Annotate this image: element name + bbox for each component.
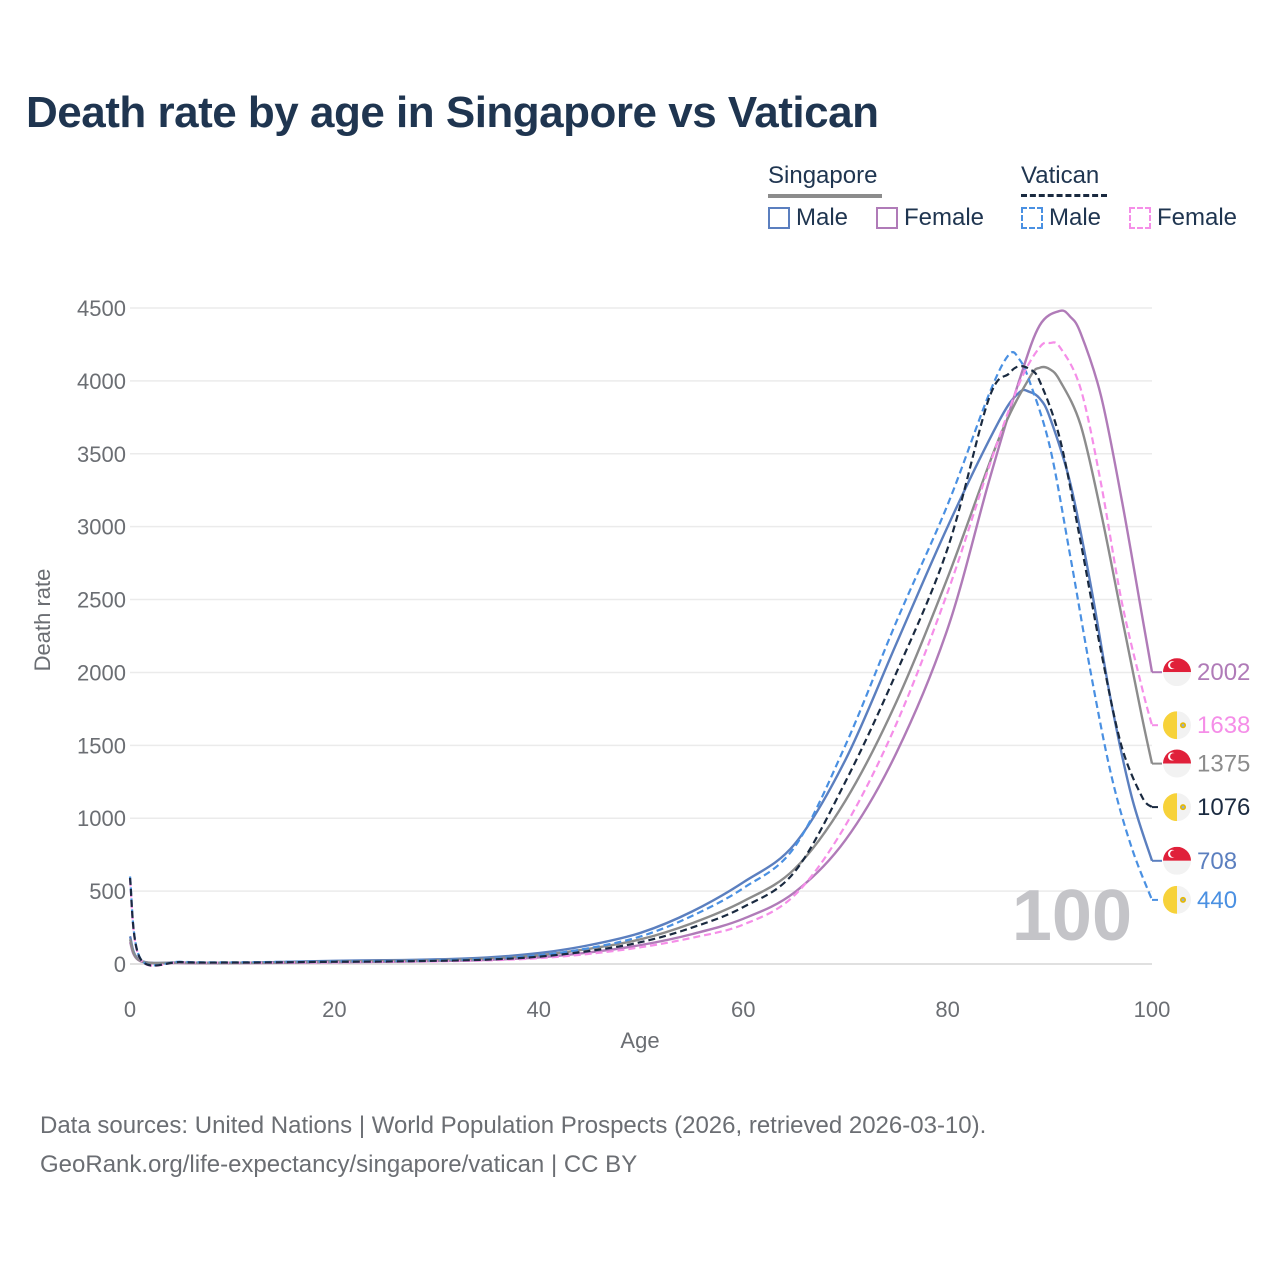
x-tick-label-40: 40 — [527, 997, 551, 1022]
singapore-flag-icon — [1163, 658, 1191, 687]
x-tick-label-0: 0 — [124, 997, 136, 1022]
legend-item-vatican-male[interactable]: Male — [1021, 204, 1101, 232]
legend-swatch-singapore-male — [768, 207, 790, 229]
series-line-singapore-total[interactable] — [128, 365, 1154, 965]
legend-group-vatican-title: Vatican — [1021, 162, 1100, 189]
grid-lines — [130, 307, 1152, 965]
legend: Singapore Vatican Male Female Male Femal… — [0, 160, 1280, 240]
source-line-1: Data sources: United Nations | World Pop… — [40, 1112, 987, 1139]
series-line-vatican-total[interactable] — [128, 365, 1153, 967]
legend-item-vatican-female[interactable]: Female — [1129, 204, 1237, 232]
legend-vatican-line-swatch — [1021, 194, 1107, 197]
series-line-singapore-male[interactable] — [128, 388, 1154, 965]
series-line-vatican-male[interactable] — [128, 351, 1154, 967]
y-tick-label-4500: 4500 — [77, 296, 126, 321]
legend-group-singapore-title: Singapore — [768, 162, 878, 189]
series-lines — [128, 309, 1154, 967]
legend-label-singapore-female: Female — [904, 204, 985, 231]
x-axis-label: Age — [620, 1028, 659, 1053]
vatican-flag-icon — [1163, 793, 1191, 822]
x-tick-label-80: 80 — [935, 997, 959, 1022]
legend-item-singapore-female[interactable]: Female — [876, 204, 984, 232]
legend-item-singapore-male[interactable]: Male — [768, 204, 848, 232]
end-value-label-vatican-male: 440 — [1197, 887, 1237, 914]
x-tick-label-100: 100 — [1134, 997, 1171, 1022]
x-tick-label-20: 20 — [322, 997, 346, 1022]
legend-label-vatican-female: Female — [1157, 204, 1238, 231]
chart-title: Death rate by age in Singapore vs Vatica… — [26, 88, 879, 137]
end-value-label-vatican-total: 1076 — [1197, 794, 1250, 821]
y-axis-ticks: 0 500 1000 1500 2000 2500 3000 3500 4000 4500 — [77, 296, 126, 977]
end-value-label-singapore-total: 1375 — [1197, 751, 1250, 778]
legend-swatch-singapore-female — [876, 207, 898, 229]
y-axis-label: Death rate — [30, 569, 55, 672]
series-line-vatican-female[interactable] — [128, 341, 1154, 967]
singapore-flag-icon — [1163, 749, 1191, 778]
x-axis-ticks: 0 20 40 60 80 100 — [124, 997, 1170, 1022]
y-tick-label-500: 500 — [89, 879, 126, 904]
y-tick-label-1000: 1000 — [77, 806, 126, 831]
y-tick-label-4000: 4000 — [77, 369, 126, 394]
singapore-flag-icon — [1163, 846, 1191, 875]
x-tick-label-60: 60 — [731, 997, 755, 1022]
source-note: Data sources: United Nations | World Pop… — [40, 1106, 986, 1184]
y-tick-label-3500: 3500 — [77, 442, 126, 467]
legend-label-singapore-male: Male — [796, 204, 849, 231]
y-tick-label-3000: 3000 — [77, 515, 126, 540]
legend-swatch-vatican-male — [1021, 207, 1043, 229]
year-watermark: 100 — [1012, 876, 1132, 956]
y-tick-label-0: 0 — [114, 952, 126, 977]
end-labels: 708 2002 1375 440 1638 1076 — [1152, 658, 1250, 914]
legend-label-vatican-male: Male — [1049, 204, 1102, 231]
y-tick-label-1500: 1500 — [77, 733, 126, 758]
source-line-2: GeoRank.org/life-expectancy/singapore/va… — [40, 1151, 638, 1178]
series-line-singapore-female[interactable] — [128, 309, 1154, 965]
end-value-label-singapore-male: 708 — [1197, 848, 1237, 875]
y-tick-label-2000: 2000 — [77, 660, 126, 685]
y-tick-label-2500: 2500 — [77, 588, 126, 613]
vatican-flag-icon — [1163, 885, 1191, 914]
legend-singapore-line-swatch — [768, 194, 882, 198]
legend-swatch-vatican-female — [1129, 207, 1151, 229]
end-value-label-vatican-female: 1638 — [1197, 712, 1250, 739]
end-value-label-singapore-female: 2002 — [1197, 659, 1250, 686]
vatican-flag-icon — [1163, 711, 1191, 740]
